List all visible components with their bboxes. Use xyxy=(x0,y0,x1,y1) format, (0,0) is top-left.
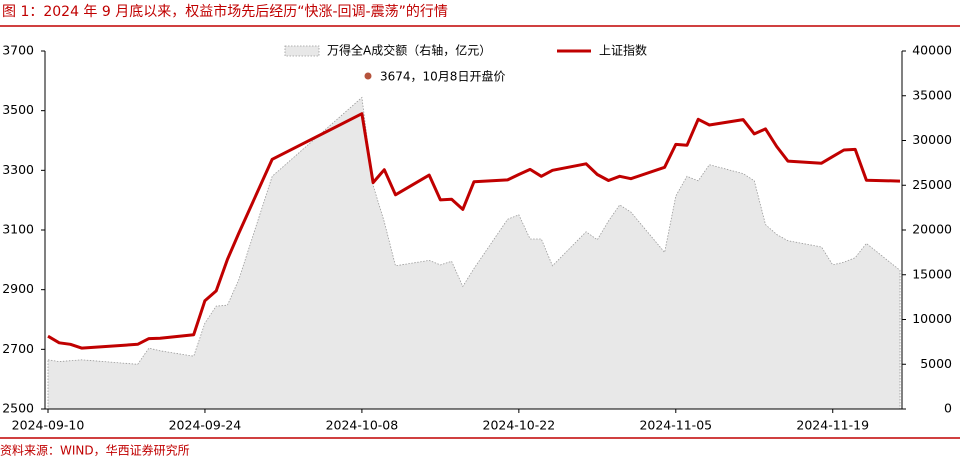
y-tick-label: 3100 xyxy=(2,222,34,237)
y-tick-label: 3500 xyxy=(2,102,34,117)
source-note: 资料来源：WIND，华西证券研究所 xyxy=(0,443,190,458)
x-tick-label: 2024-11-05 xyxy=(639,418,712,433)
legend-label: 万得全A成交额（右轴，亿元） xyxy=(327,43,491,58)
annotation-label: 3674，10月8日开盘价 xyxy=(380,69,505,84)
y2-tick-label: 20000 xyxy=(912,222,952,237)
legend-swatch xyxy=(284,45,320,57)
line xyxy=(47,112,901,350)
y2-tick-label: 25000 xyxy=(912,177,952,192)
x-tick-label: 2024-10-08 xyxy=(326,418,399,433)
y2-tick-label: 0 xyxy=(944,401,952,416)
y2-tick-label: 35000 xyxy=(912,87,952,102)
y2-tick-label: 40000 xyxy=(912,43,952,58)
y2-tick-label: 30000 xyxy=(912,132,952,147)
plot-area: 2500 2700 2900 3100 3300 3500 3700 0 5000 10000 15… xyxy=(2,43,952,433)
annotation-marker xyxy=(364,72,372,80)
y2-tick-label: 5000 xyxy=(920,356,952,371)
chart-title: 图 1：2024 年 9 月底以来，权益市场先后经历“快涨-回调-震荡”的行情 xyxy=(2,3,448,20)
x-tick-label: 2024-09-10 xyxy=(12,418,85,433)
y-tick-label: 2900 xyxy=(2,281,34,296)
y2-tick-label: 10000 xyxy=(912,311,952,326)
x-tick-label: 2024-09-24 xyxy=(169,418,242,433)
x-tick-label: 2024-10-22 xyxy=(483,418,556,433)
y-tick-label: 2500 xyxy=(2,401,34,416)
y2-tick-label: 15000 xyxy=(912,266,952,281)
area xyxy=(47,96,901,410)
y-tick-label: 2700 xyxy=(2,341,34,356)
x-tick-label: 2024-11-19 xyxy=(796,418,869,433)
y-tick-label: 3300 xyxy=(2,162,34,177)
legend-label: 上证指数 xyxy=(599,43,647,58)
y-tick-label: 3700 xyxy=(2,43,34,58)
